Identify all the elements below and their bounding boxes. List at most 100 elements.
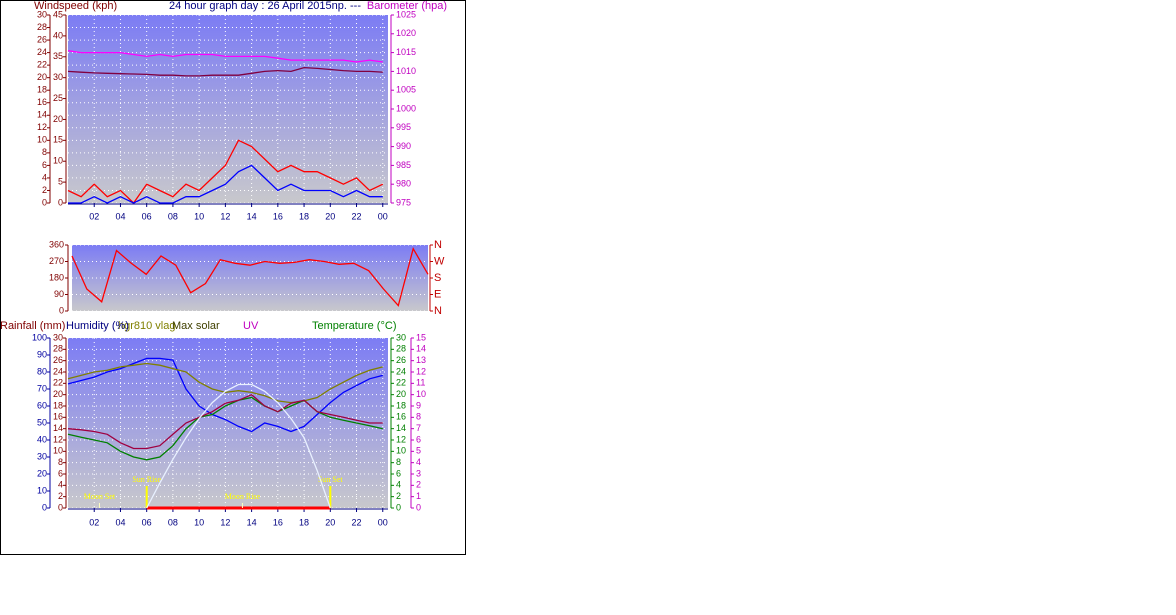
- y-tick-label: 0: [396, 502, 401, 512]
- x-tick-label: 18: [299, 211, 309, 221]
- y-tick-label: 50: [37, 417, 47, 427]
- y-tick-label: 15: [416, 332, 426, 342]
- x-tick-label: 12: [220, 517, 230, 527]
- y-tick-label: W: [434, 255, 445, 267]
- y-tick-label: 270: [49, 256, 64, 266]
- series-line: [67, 66, 383, 77]
- y-tick-label: 14: [416, 344, 426, 354]
- y-tick-label: 26: [396, 355, 406, 365]
- y-tick-label: 40: [37, 434, 47, 444]
- y-tick-label: 70: [37, 383, 47, 393]
- x-tick-label: 18: [299, 517, 309, 527]
- y-tick-label: 20: [37, 468, 47, 478]
- y-tick-label: 35: [53, 51, 63, 61]
- y-tick-label: 2: [396, 491, 401, 501]
- y-tick-label: E: [434, 288, 441, 300]
- y-tick-label: 14: [53, 423, 63, 433]
- legend-label: Max solar: [172, 320, 220, 332]
- y-tick-label: 8: [396, 457, 401, 467]
- y-tick-label: 2: [416, 480, 421, 490]
- y-tick-label: 2: [58, 491, 63, 501]
- x-tick-label: 22: [352, 517, 362, 527]
- y-tick-label: 80: [37, 366, 47, 376]
- y-tick-label: 45: [53, 9, 63, 19]
- y-tick-label: 6: [58, 468, 63, 478]
- y-tick-label: 22: [53, 378, 63, 388]
- y-tick-label: 985: [396, 160, 411, 170]
- x-tick-label: 04: [115, 211, 125, 221]
- y-tick-label: 11: [416, 378, 425, 388]
- x-tick-label: 20: [325, 211, 335, 221]
- y-tick-label: 10: [416, 389, 426, 399]
- x-tick-label: 16: [273, 211, 283, 221]
- axis-label: Windspeed (kph): [34, 0, 117, 12]
- y-tick-label: 90: [54, 289, 64, 299]
- y-tick-label: 24: [396, 366, 406, 376]
- y-tick-label: 1010: [396, 66, 416, 76]
- y-tick-label: 0: [42, 502, 47, 512]
- y-tick-label: 1020: [396, 28, 416, 38]
- annotation: Moon Set: [84, 492, 116, 501]
- annotation: Moon Rise: [225, 492, 261, 501]
- y-tick-label: 16: [37, 97, 47, 107]
- annotation: Sun Set: [318, 475, 343, 484]
- y-tick-label: 1000: [396, 103, 416, 113]
- series-line: [67, 393, 383, 450]
- y-tick-label: 0: [58, 502, 63, 512]
- y-tick-label: 26: [53, 355, 63, 365]
- y-tick-label: 8: [42, 147, 47, 157]
- series-line: [67, 139, 384, 204]
- y-tick-label: 13: [416, 355, 426, 365]
- axis-label: Humidity (%): [66, 320, 129, 332]
- y-tick-label: 6: [396, 468, 401, 478]
- x-tick-label: 22: [352, 211, 362, 221]
- y-tick-label: N: [434, 305, 442, 317]
- y-tick-label: 24: [53, 366, 63, 376]
- y-tick-label: 16: [53, 412, 63, 422]
- y-tick-label: 1025: [396, 9, 416, 19]
- y-tick-label: 28: [37, 22, 47, 32]
- y-tick-label: 90: [37, 349, 47, 359]
- y-tick-label: 10: [37, 485, 47, 495]
- y-tick-label: 5: [416, 446, 421, 456]
- y-tick-label: 100: [32, 332, 47, 342]
- y-tick-label: 16: [396, 412, 406, 422]
- y-tick-label: 0: [416, 502, 421, 512]
- y-tick-label: 10: [37, 135, 47, 145]
- y-tick-label: S: [434, 272, 441, 284]
- y-tick-label: 180: [49, 272, 64, 282]
- x-tick-label: 00: [378, 517, 388, 527]
- y-tick-label: 20: [53, 114, 63, 124]
- x-tick-label: 06: [142, 517, 152, 527]
- series-line: [67, 362, 383, 404]
- y-tick-label: 10: [53, 446, 63, 456]
- x-tick-label: 02: [89, 517, 99, 527]
- y-tick-label: 15: [53, 135, 63, 145]
- axis-label: Rainfall (mm): [0, 320, 65, 332]
- y-tick-label: 2: [42, 185, 47, 195]
- series-line: [67, 50, 383, 63]
- series-line: [68, 164, 383, 204]
- y-tick-label: 4: [58, 480, 63, 490]
- axis-label: UV: [243, 320, 259, 332]
- y-tick-label: 0: [58, 197, 63, 207]
- y-tick-label: 980: [396, 179, 411, 189]
- y-tick-label: 30: [37, 451, 47, 461]
- y-tick-label: 14: [37, 110, 47, 120]
- y-tick-label: 5: [58, 176, 63, 186]
- axis-label: Barometer (hpa): [367, 0, 447, 12]
- x-tick-label: 00: [378, 211, 388, 221]
- y-tick-label: 8: [58, 457, 63, 467]
- y-tick-label: 12: [37, 122, 47, 132]
- y-tick-label: 10: [53, 156, 63, 166]
- y-tick-label: 3: [416, 468, 421, 478]
- y-tick-label: 30: [37, 9, 47, 19]
- x-tick-label: 06: [142, 211, 152, 221]
- x-tick-label: 02: [89, 211, 99, 221]
- y-tick-label: 28: [396, 344, 406, 354]
- y-tick-label: 12: [53, 434, 63, 444]
- y-tick-label: 30: [53, 72, 63, 82]
- y-tick-label: 18: [396, 400, 406, 410]
- x-tick-label: 16: [273, 517, 283, 527]
